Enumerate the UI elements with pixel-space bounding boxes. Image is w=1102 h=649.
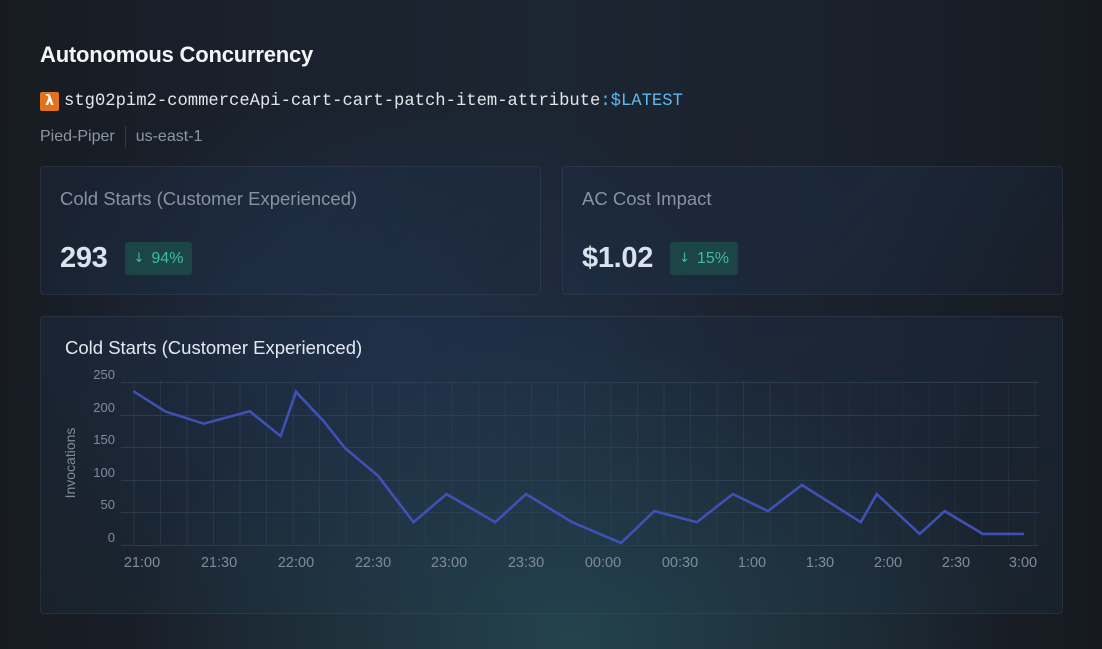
- x-tick-label: 21:30: [200, 555, 238, 571]
- cold-starts-chart-card: Cold Starts (Customer Experienced) Invoc…: [40, 316, 1063, 614]
- y-tick-label: 250: [93, 367, 115, 382]
- x-tick-label: 2:30: [941, 555, 971, 571]
- function-identifier: λ stg02pim2-commerceApi-cart-cart-patch-…: [40, 91, 683, 112]
- x-tick-label: 00:30: [661, 555, 699, 571]
- stat-value: $1.02: [582, 242, 654, 274]
- meta-divider: [124, 126, 126, 148]
- stat-card-ac-cost-impact: AC Cost Impact $1.02 ↓ 15%: [562, 166, 1063, 295]
- change-value: 94%: [151, 249, 184, 267]
- x-tick-label: 22:00: [277, 555, 315, 571]
- function-version-separator: :: [600, 92, 611, 111]
- stat-value: 293: [60, 242, 108, 274]
- arrow-down-icon: ↓: [679, 251, 690, 266]
- function-version: $LATEST: [610, 92, 683, 111]
- region-name: us-east-1: [135, 128, 203, 145]
- y-tick-label: 150: [93, 432, 115, 448]
- y-tick-label: 50: [100, 497, 115, 513]
- change-badge: ↓ 15%: [670, 242, 739, 275]
- function-name: stg02pim2-commerceApi-cart-cart-patch-it…: [64, 92, 601, 111]
- line-chart: [121, 381, 1039, 546]
- stat-card-cold-starts: Cold Starts (Customer Experienced) 293 ↓…: [40, 166, 541, 295]
- chart-title: Cold Starts (Customer Experienced): [65, 337, 363, 358]
- y-tick-label: 200: [93, 399, 115, 415]
- x-tick-label: 23:00: [430, 555, 468, 571]
- x-tick-label: 23:30: [507, 555, 545, 571]
- x-tick-label: 22:30: [354, 555, 392, 571]
- chart-plot-area[interactable]: [121, 381, 1039, 546]
- x-tick-label: 2:00: [873, 555, 903, 571]
- change-badge: ↓ 94%: [124, 242, 193, 275]
- y-tick-label: 0: [107, 530, 115, 545]
- arrow-down-icon: ↓: [133, 251, 145, 266]
- x-tick-label: 1:00: [737, 555, 767, 571]
- change-value: 15%: [696, 249, 730, 267]
- x-tick-label: 1:30: [805, 555, 835, 571]
- page-title: Autonomous Concurrency: [40, 42, 314, 67]
- function-meta: Pied-Piper us-east-1: [40, 126, 202, 148]
- stat-value-row: 293 ↓ 94%: [60, 242, 193, 275]
- x-tick-label: 00:00: [584, 555, 622, 571]
- y-tick-label: 100: [93, 464, 115, 480]
- account-name: Pied-Piper: [40, 128, 115, 145]
- x-tick-label: 3:00: [1008, 555, 1038, 571]
- stat-value-row: $1.02 ↓ 15%: [582, 242, 739, 275]
- x-tick-label: 21:00: [123, 555, 161, 571]
- stat-label: Cold Starts (Customer Experienced): [60, 188, 358, 209]
- series-line-cold-starts[interactable]: [133, 389, 1025, 545]
- stat-label: AC Cost Impact: [582, 188, 712, 209]
- aws-lambda-icon: λ: [40, 92, 59, 111]
